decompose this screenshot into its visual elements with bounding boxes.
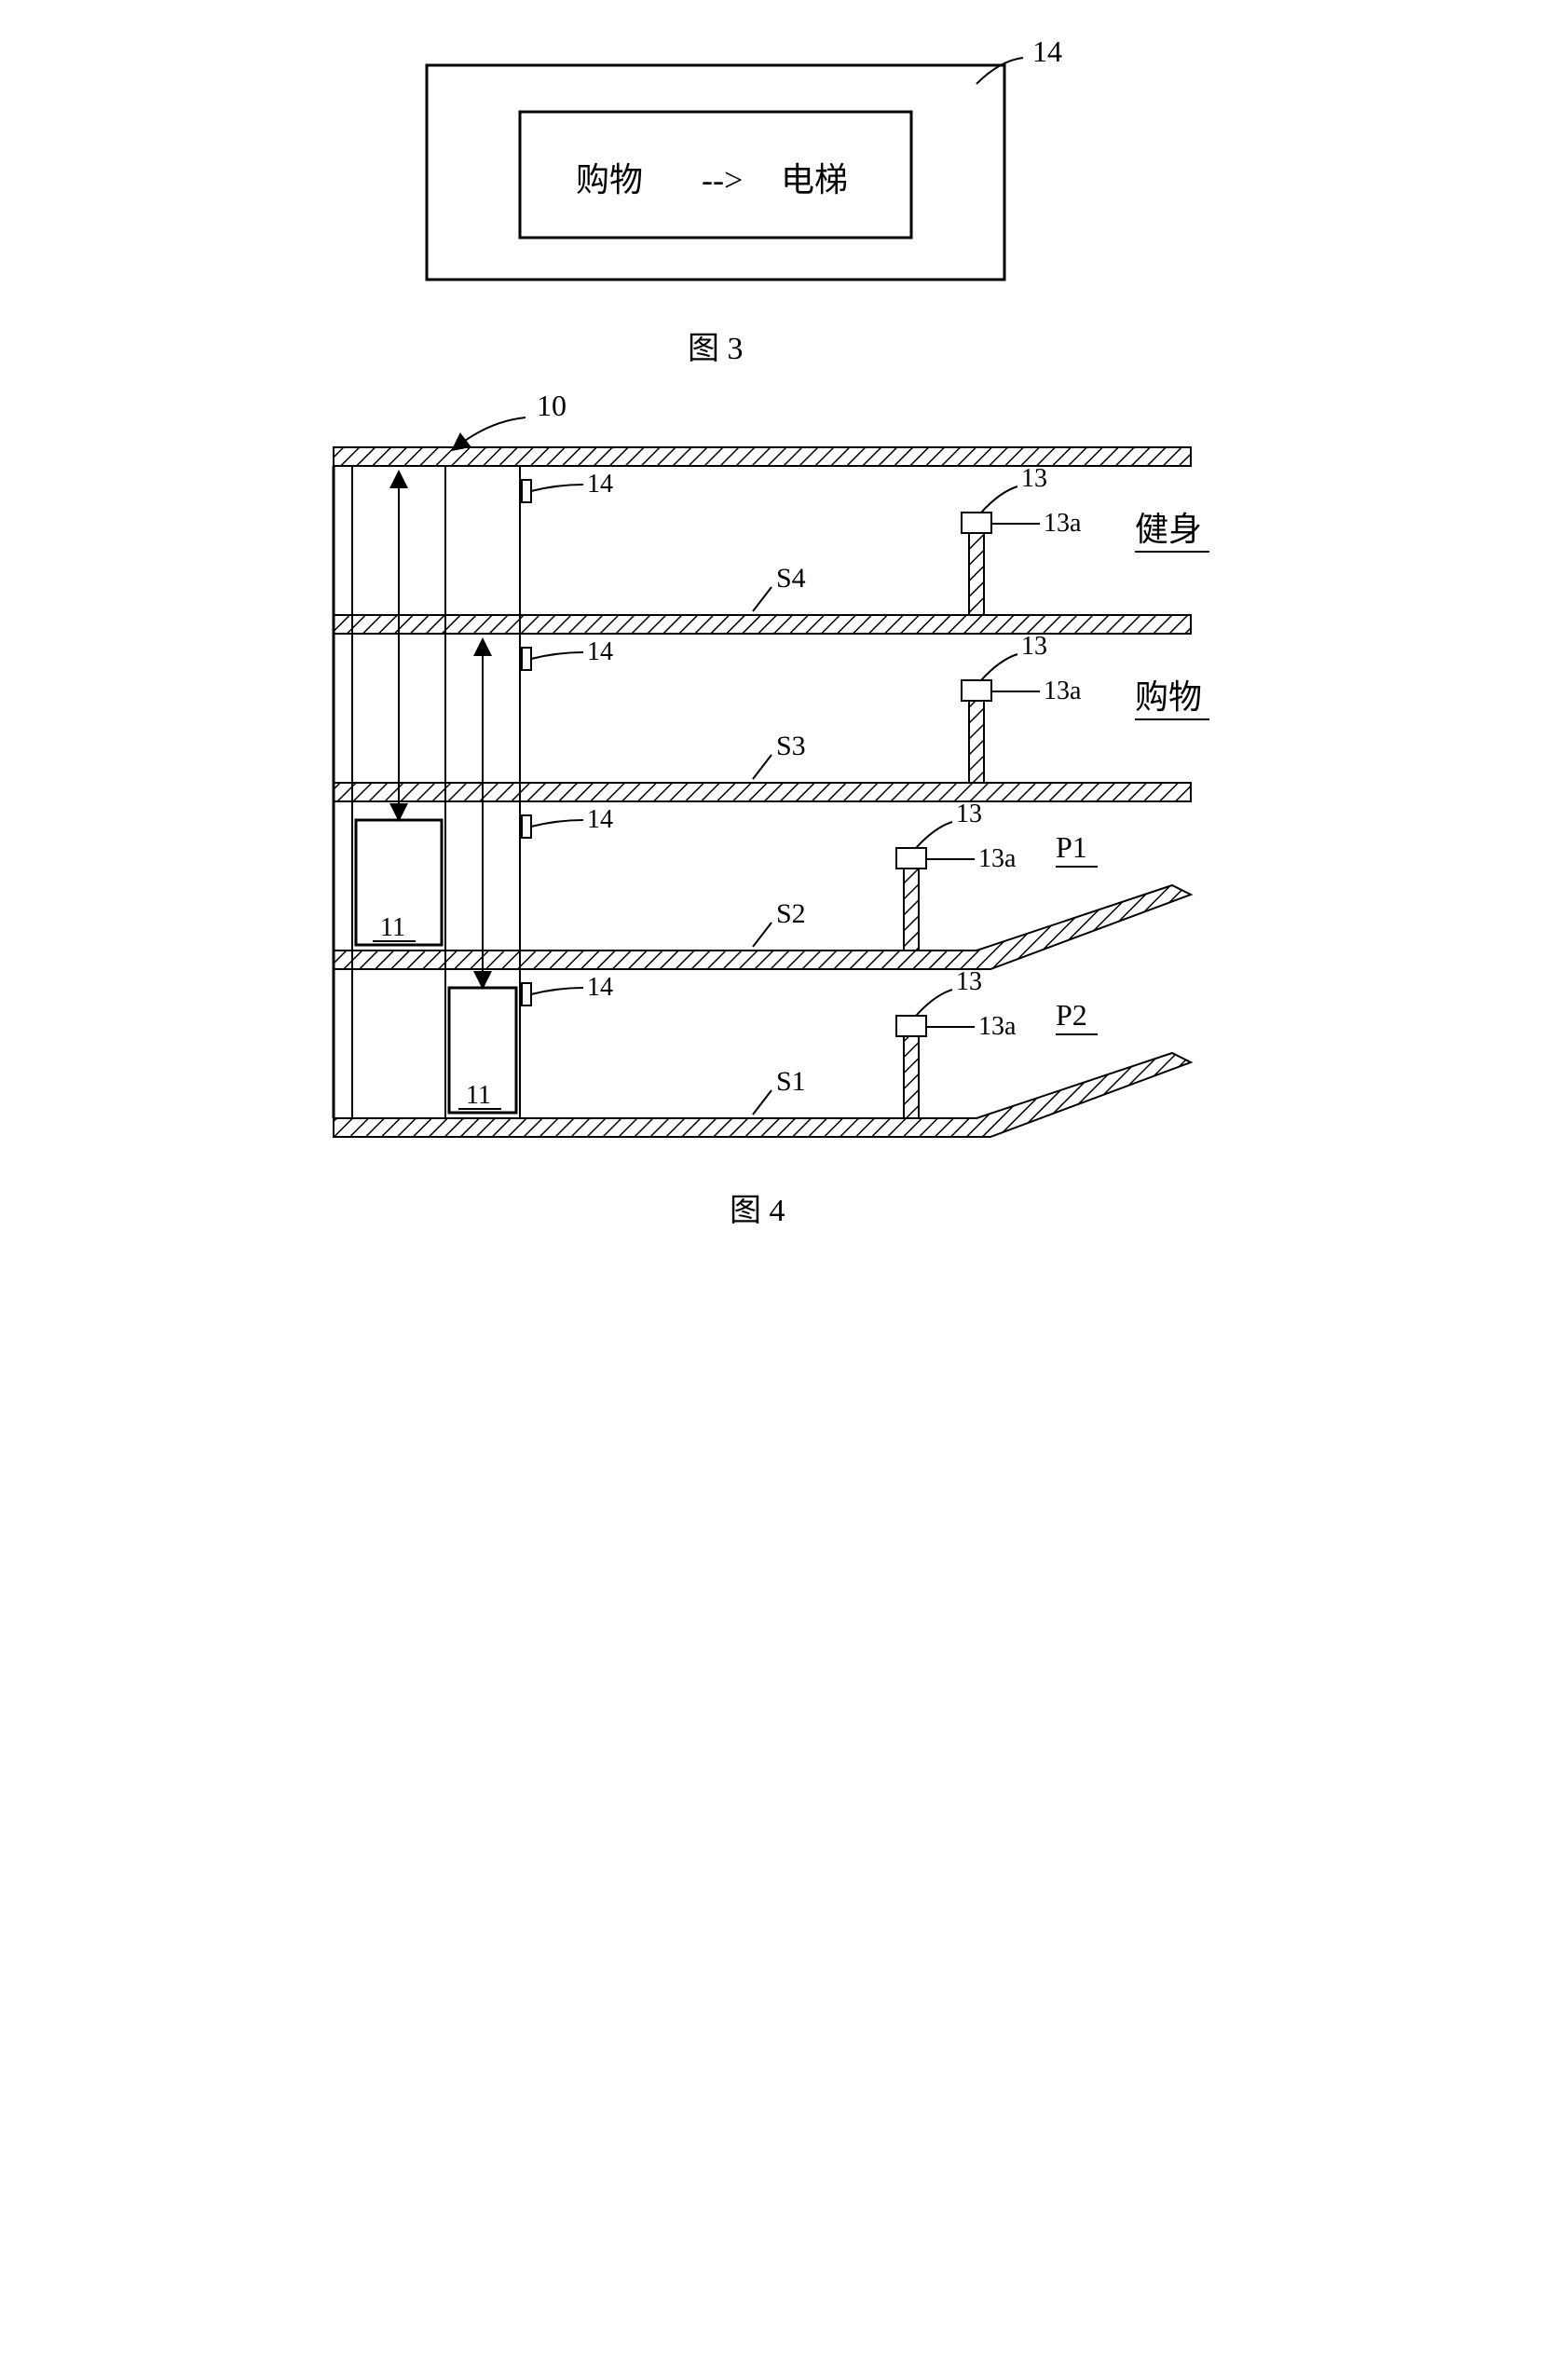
svg-text:13: 13	[1021, 464, 1047, 493]
floor-s2-slab	[334, 885, 1191, 969]
fig3-panel-label: 14	[1032, 37, 1062, 68]
floor-s3-slab	[334, 783, 1191, 801]
svg-text:13: 13	[956, 800, 982, 828]
svg-text:14: 14	[587, 470, 613, 499]
cab-1: 11	[449, 988, 516, 1113]
fig3-display-left: 购物	[576, 161, 643, 198]
display-panel-3: 14	[522, 973, 613, 1005]
svg-text:13a: 13a	[978, 844, 1017, 873]
display-panel-1: 14	[522, 637, 613, 670]
svg-text:11: 11	[466, 1081, 491, 1110]
fig3-display-arrow: -->	[702, 161, 743, 198]
fig4-caption: 图 4	[730, 1194, 785, 1228]
svg-text:S4: S4	[776, 563, 806, 594]
zone-label-0: 健身	[1135, 511, 1202, 548]
zone-label-1: 购物	[1135, 678, 1202, 716]
svg-text:S1: S1	[776, 1066, 806, 1097]
svg-text:14: 14	[587, 973, 613, 1002]
fig3-display-right: 电梯	[781, 161, 848, 198]
svg-text:13a: 13a	[1044, 677, 1082, 705]
floor-label-s4: S4	[753, 563, 806, 611]
svg-text:14: 14	[587, 637, 613, 666]
svg-text:S3: S3	[776, 731, 806, 761]
floor-label-s2: S2	[753, 898, 806, 947]
fig3-leader-line	[976, 58, 1023, 84]
roof-slab	[334, 447, 1191, 466]
fig3-caption: 图 3	[688, 332, 744, 366]
zone-label-2: P1	[1056, 830, 1087, 864]
svg-text:13: 13	[956, 967, 982, 996]
display-panel-2: 14	[522, 805, 613, 838]
post-1: 13 13a	[962, 632, 1082, 783]
building-leader	[458, 417, 526, 445]
svg-text:14: 14	[587, 805, 613, 834]
svg-text:13a: 13a	[978, 1012, 1017, 1041]
zone-label-3: P2	[1056, 998, 1087, 1032]
floor-s4-slab	[334, 615, 1191, 634]
display-panel-0: 14	[522, 470, 613, 502]
building-label: 10	[537, 389, 567, 422]
svg-text:S2: S2	[776, 898, 806, 929]
figure-3: 购物 --> 电梯 14 图 3	[259, 37, 1191, 373]
svg-text:13: 13	[1021, 632, 1047, 661]
floor-label-s1: S1	[753, 1066, 806, 1115]
post-0: 13 13a	[962, 464, 1082, 615]
floor-label-s3: S3	[753, 731, 806, 779]
cab-0: 11	[356, 820, 442, 945]
figure-4: 10 S4 S3 S2 S1 健身 购物 P1 P2 14 14 14	[259, 373, 1284, 1239]
svg-text:13a: 13a	[1044, 509, 1082, 538]
svg-text:11: 11	[380, 913, 405, 942]
post-2: 13 13a	[896, 800, 1017, 951]
post-3: 13 13a	[896, 967, 1017, 1118]
